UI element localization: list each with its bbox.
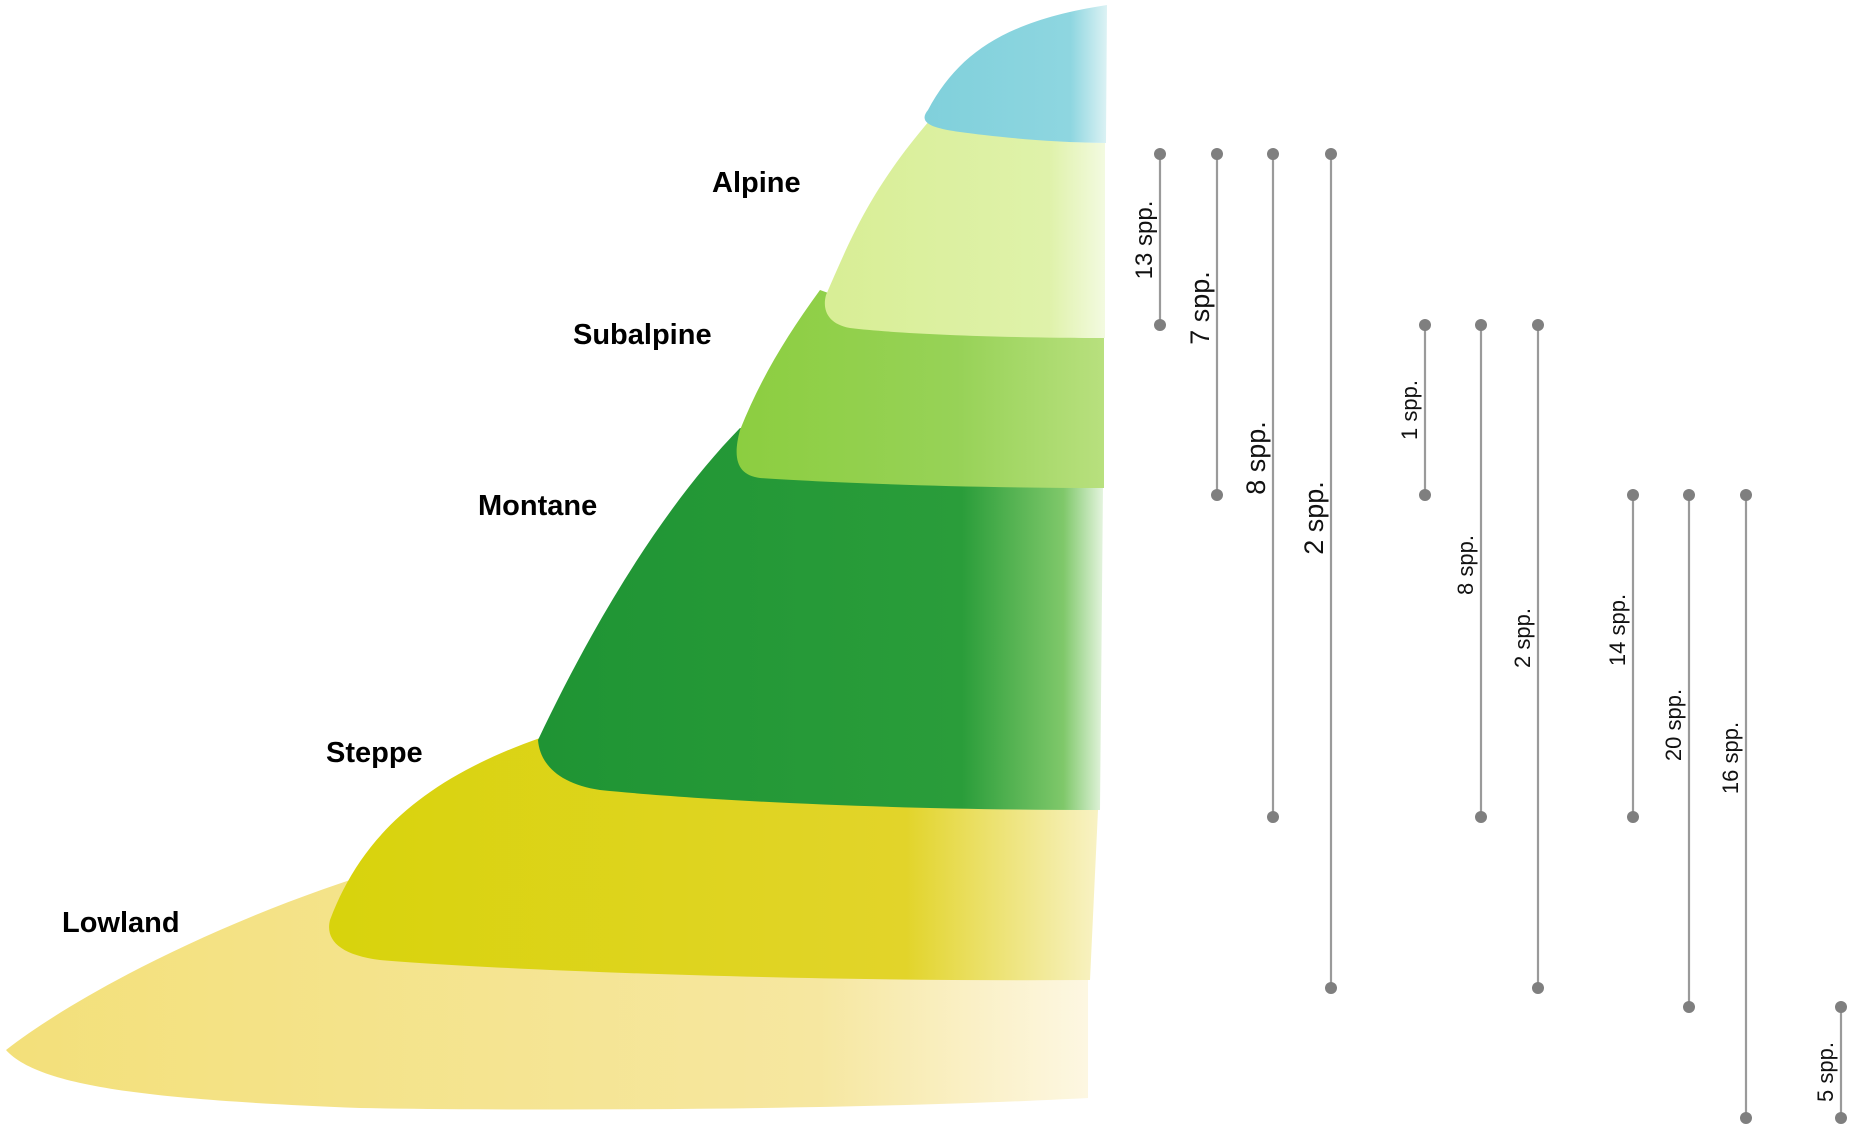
range-label: 8 spp. <box>1453 535 1478 595</box>
species-range: 14 spp. <box>1605 489 1639 823</box>
range-start-dot <box>1835 1001 1847 1013</box>
range-end-dot <box>1419 489 1431 501</box>
species-range: 1 spp. <box>1397 319 1431 501</box>
range-start-dot <box>1211 148 1223 160</box>
zone-band-subalpine <box>736 290 1104 488</box>
zone-label-alpine: Alpine <box>712 167 801 199</box>
range-start-dot <box>1267 148 1279 160</box>
range-end-dot <box>1835 1112 1847 1124</box>
range-label: 2 spp. <box>1299 481 1329 555</box>
species-range: 8 spp. <box>1241 148 1279 823</box>
species-range: 8 spp. <box>1453 319 1487 823</box>
range-start-dot <box>1325 148 1337 160</box>
range-start-dot <box>1475 319 1487 331</box>
species-range: 2 spp. <box>1510 319 1544 994</box>
range-start-dot <box>1627 489 1639 501</box>
zone-band-alpine <box>824 120 1105 338</box>
zone-labels: Alpine Subalpine Montane Steppe Lowland <box>62 167 801 939</box>
species-range: 20 spp. <box>1661 489 1695 1013</box>
range-start-dot <box>1419 319 1431 331</box>
range-end-dot <box>1267 811 1279 823</box>
range-start-dot <box>1740 489 1752 501</box>
range-label: 8 spp. <box>1241 421 1271 495</box>
range-end-dot <box>1532 982 1544 994</box>
species-range: 7 spp. <box>1185 148 1223 501</box>
range-start-dot <box>1683 489 1695 501</box>
range-end-dot <box>1325 982 1337 994</box>
range-end-dot <box>1740 1112 1752 1124</box>
range-label: 20 spp. <box>1661 689 1686 761</box>
species-range: 5 spp. <box>1813 1001 1847 1124</box>
vegetation-zones <box>6 5 1107 1110</box>
range-label: 14 spp. <box>1605 594 1630 666</box>
range-end-dot <box>1211 489 1223 501</box>
zone-label-lowland: Lowland <box>62 907 180 939</box>
range-end-dot <box>1627 811 1639 823</box>
range-start-dot <box>1532 319 1544 331</box>
range-label: 5 spp. <box>1813 1042 1838 1102</box>
zone-band-montane <box>538 428 1103 810</box>
range-label: 2 spp. <box>1510 608 1535 668</box>
zone-label-steppe: Steppe <box>326 737 423 769</box>
range-label: 7 spp. <box>1185 271 1215 345</box>
range-label: 1 spp. <box>1397 380 1422 440</box>
range-label: 13 spp. <box>1131 201 1158 280</box>
species-range: 16 spp. <box>1718 489 1752 1124</box>
range-end-dot <box>1154 319 1166 331</box>
zone-label-montane: Montane <box>478 490 597 522</box>
species-range: 13 spp. <box>1131 148 1166 331</box>
zone-label-subalpine: Subalpine <box>573 319 712 351</box>
range-label: 16 spp. <box>1718 722 1743 794</box>
zone-band-nival <box>924 5 1107 143</box>
range-start-dot <box>1154 148 1166 160</box>
range-end-dot <box>1475 811 1487 823</box>
range-end-dot <box>1683 1001 1695 1013</box>
species-ranges: 13 spp. 7 spp. 8 spp. 2 spp. 1 spp. <box>1131 148 1847 1124</box>
zone-band-lowland <box>6 878 1088 1110</box>
species-range: 2 spp. <box>1299 148 1337 994</box>
